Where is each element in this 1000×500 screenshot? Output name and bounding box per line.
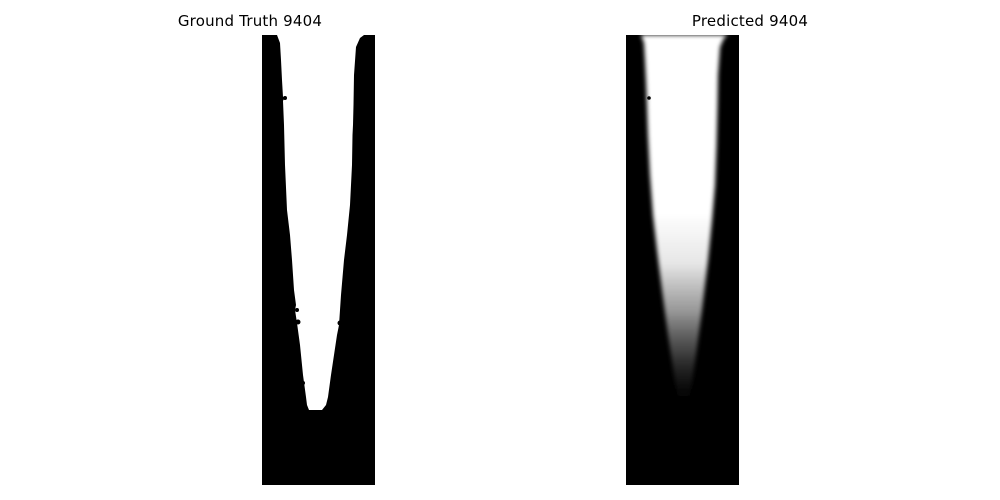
mask-blob	[337, 320, 343, 326]
predicted-mask-image	[626, 35, 739, 485]
mask-blob	[295, 319, 301, 325]
mask-white-region	[277, 35, 364, 410]
prediction-soft-region	[641, 35, 728, 430]
predicted-panel: Predicted 9404	[500, 0, 1000, 500]
prediction-blob	[647, 96, 651, 100]
ground-truth-panel: Ground Truth 9404	[177, 12, 375, 485]
mask-blob	[301, 381, 305, 385]
mask-blob	[336, 353, 340, 357]
ground-truth-mask-image	[262, 35, 375, 485]
predicted-mask-svg	[626, 35, 739, 485]
predicted-title: Predicted 9404	[691, 12, 809, 30]
ground-truth-title: Ground Truth 9404	[177, 12, 323, 30]
mask-blob	[283, 96, 287, 100]
mask-blob	[295, 308, 299, 312]
ground-truth-mask-svg	[262, 35, 375, 485]
